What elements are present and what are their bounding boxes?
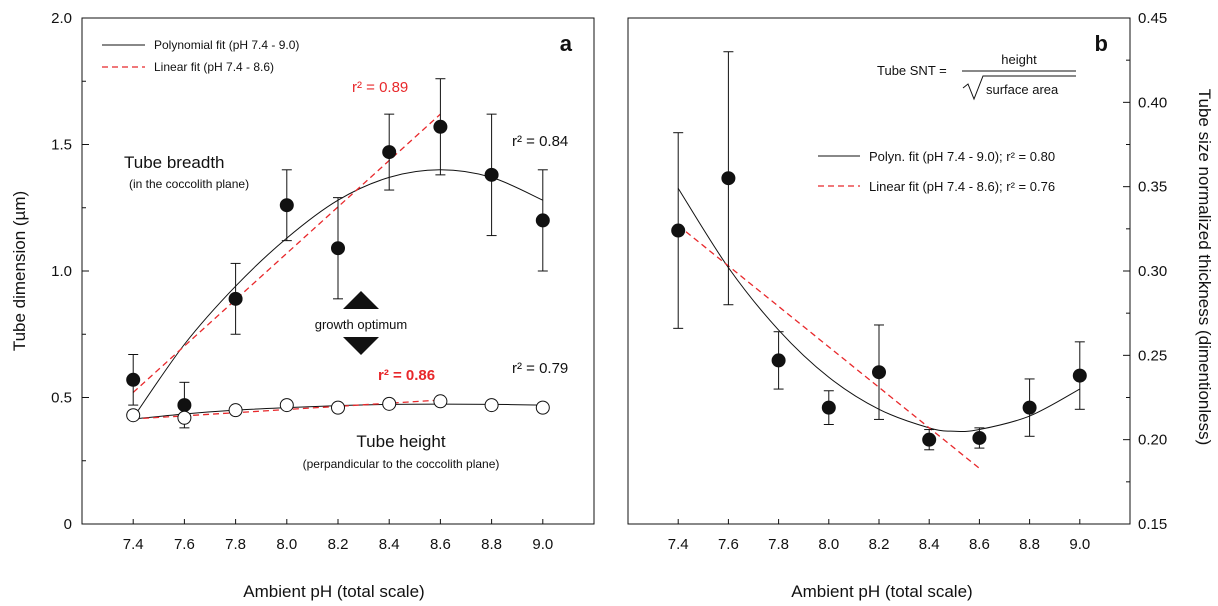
- y-tick-label: 1.0: [51, 263, 72, 280]
- tube-breadth-note: (in the coccolith plane): [129, 177, 249, 191]
- data-point-filled: [1022, 400, 1037, 415]
- polynomial-fit-line: [132, 169, 544, 419]
- y-tick-label: 0.40: [1138, 94, 1167, 111]
- x-tick-label: 8.0: [818, 536, 839, 553]
- formula-sqrt-sign: [962, 75, 1076, 101]
- data-point-filled: [922, 432, 937, 447]
- data-point-open: [484, 398, 499, 413]
- data-point-filled: [177, 398, 192, 413]
- r2-linear-height: r² = 0.86: [378, 367, 435, 384]
- data-point-open: [126, 408, 141, 423]
- data-point-open: [228, 403, 243, 418]
- y-tick-label: 0.35: [1138, 179, 1167, 196]
- y-tick-label: 0.30: [1138, 263, 1167, 280]
- x-tick-label: 8.2: [328, 536, 349, 553]
- y-axis-label-b: Tube size normalized thickness (dimentio…: [1195, 89, 1214, 446]
- tube-breadth-title: Tube breadth: [124, 153, 225, 172]
- legend-poly-label-b: Polyn. fit (pH 7.4 - 9.0); r² = 0.80: [869, 149, 1055, 164]
- panel-label-b: b: [1095, 31, 1108, 56]
- data-point-filled: [382, 145, 397, 160]
- data-point-filled: [535, 213, 550, 228]
- x-tick-label: 8.4: [379, 536, 400, 553]
- formula-numerator: height: [1001, 52, 1037, 67]
- legend-poly-label-a: Polynomial fit (pH 7.4 - 9.0): [154, 38, 299, 52]
- data-points-a: [126, 78, 550, 429]
- r2-poly-breadth: r² = 0.84: [512, 133, 568, 150]
- data-point-filled: [228, 291, 243, 306]
- x-tick-label: 7.6: [718, 536, 739, 553]
- data-point-filled: [126, 372, 141, 387]
- x-tick-label: 8.8: [481, 536, 502, 553]
- legend-linear-label-a: Linear fit (pH 7.4 - 8.6): [154, 60, 274, 74]
- data-point-open: [331, 400, 345, 415]
- x-tick-label: 7.6: [174, 536, 195, 553]
- x-axis-label-a: Ambient pH (total scale): [243, 582, 424, 601]
- data-point-filled: [433, 119, 448, 134]
- x-tick-label: 8.6: [430, 536, 451, 553]
- x-tick-label: 8.4: [919, 536, 940, 553]
- data-point-filled: [671, 223, 686, 238]
- data-point-filled: [771, 353, 786, 368]
- x-tick-label: 8.0: [276, 536, 297, 553]
- formula-denominator: surface area: [986, 82, 1059, 97]
- data-point-open: [279, 398, 294, 413]
- r2-linear-breadth: r² = 0.89: [352, 79, 408, 96]
- data-point-open: [382, 396, 397, 411]
- polynomial-fit-line: [677, 188, 1081, 432]
- x-axis-label-b: Ambient pH (total scale): [791, 582, 972, 601]
- panel-b: 7.4 7.6 7.8 8.0 8.2 8.4 8.6 8.8 9.0 0.15 0.20 0.25 0…: [627, 10, 1214, 601]
- tube-height-title: Tube height: [356, 432, 445, 451]
- y-axis-label-a: Tube dimension (µm): [10, 191, 29, 351]
- panel-a: 7.4 7.6 7.8 8.0 8.2 8.4 8.6 8.8 9.0 0 0.5 1.0 1.5 2.0…: [10, 10, 595, 601]
- x-tick-label: 7.8: [225, 536, 246, 553]
- data-point-filled: [1072, 368, 1087, 383]
- data-point-filled: [279, 198, 294, 213]
- data-point-filled: [872, 365, 886, 380]
- legend-linear-label-b: Linear fit (pH 7.4 - 8.6); r² = 0.76: [869, 179, 1055, 194]
- r2-poly-height: r² = 0.79: [512, 360, 568, 377]
- y-tick-label: 0.15: [1138, 516, 1167, 533]
- y-tick-label: 0.5: [51, 390, 72, 407]
- data-point-open: [177, 410, 192, 425]
- y-tick-label: 0.45: [1138, 10, 1167, 27]
- data-point-filled: [484, 167, 499, 182]
- y-tick-label: 0.20: [1138, 432, 1167, 449]
- x-tick-label: 9.0: [1069, 536, 1090, 553]
- y-tick-label: 0: [64, 516, 72, 533]
- tube-height-note: (perpandicular to the coccolith plane): [303, 457, 500, 471]
- x-tick-label: 7.4: [123, 536, 144, 553]
- data-point-open: [535, 400, 550, 415]
- x-tick-label: 8.6: [969, 536, 990, 553]
- x-tick-label: 8.8: [1019, 536, 1040, 553]
- formula-lhs: Tube SNT =: [877, 63, 947, 78]
- x-tick-label: 7.4: [668, 536, 689, 553]
- panel-label-a: a: [560, 31, 573, 56]
- x-tick-label: 9.0: [532, 536, 553, 553]
- x-tick-label: 8.2: [869, 536, 890, 553]
- y-tick-label: 2.0: [51, 10, 72, 27]
- data-point-filled: [331, 241, 345, 256]
- data-point-filled: [821, 400, 836, 415]
- y-tick-label: 1.5: [51, 137, 72, 154]
- y-tick-label: 0.25: [1138, 347, 1167, 364]
- optimum-up-arrow-icon: [343, 291, 379, 309]
- data-point-open: [433, 394, 448, 409]
- axis-ticks-a: 7.4 7.6 7.8 8.0 8.2 8.4 8.6 8.8 9.0 0 0.5 1.0 1.5 2.0: [51, 10, 553, 553]
- growth-optimum-label: growth optimum: [315, 317, 407, 332]
- data-point-filled: [721, 171, 736, 186]
- x-tick-label: 7.8: [768, 536, 789, 553]
- data-point-filled: [972, 430, 987, 445]
- axis-ticks-b: 7.4 7.6 7.8 8.0 8.2 8.4 8.6 8.8 9.0 0.15 0.20 0.25 0…: [668, 10, 1167, 553]
- optimum-down-arrow-icon: [343, 337, 379, 355]
- data-points-b: [671, 51, 1087, 451]
- linear-fit-line: [677, 224, 980, 469]
